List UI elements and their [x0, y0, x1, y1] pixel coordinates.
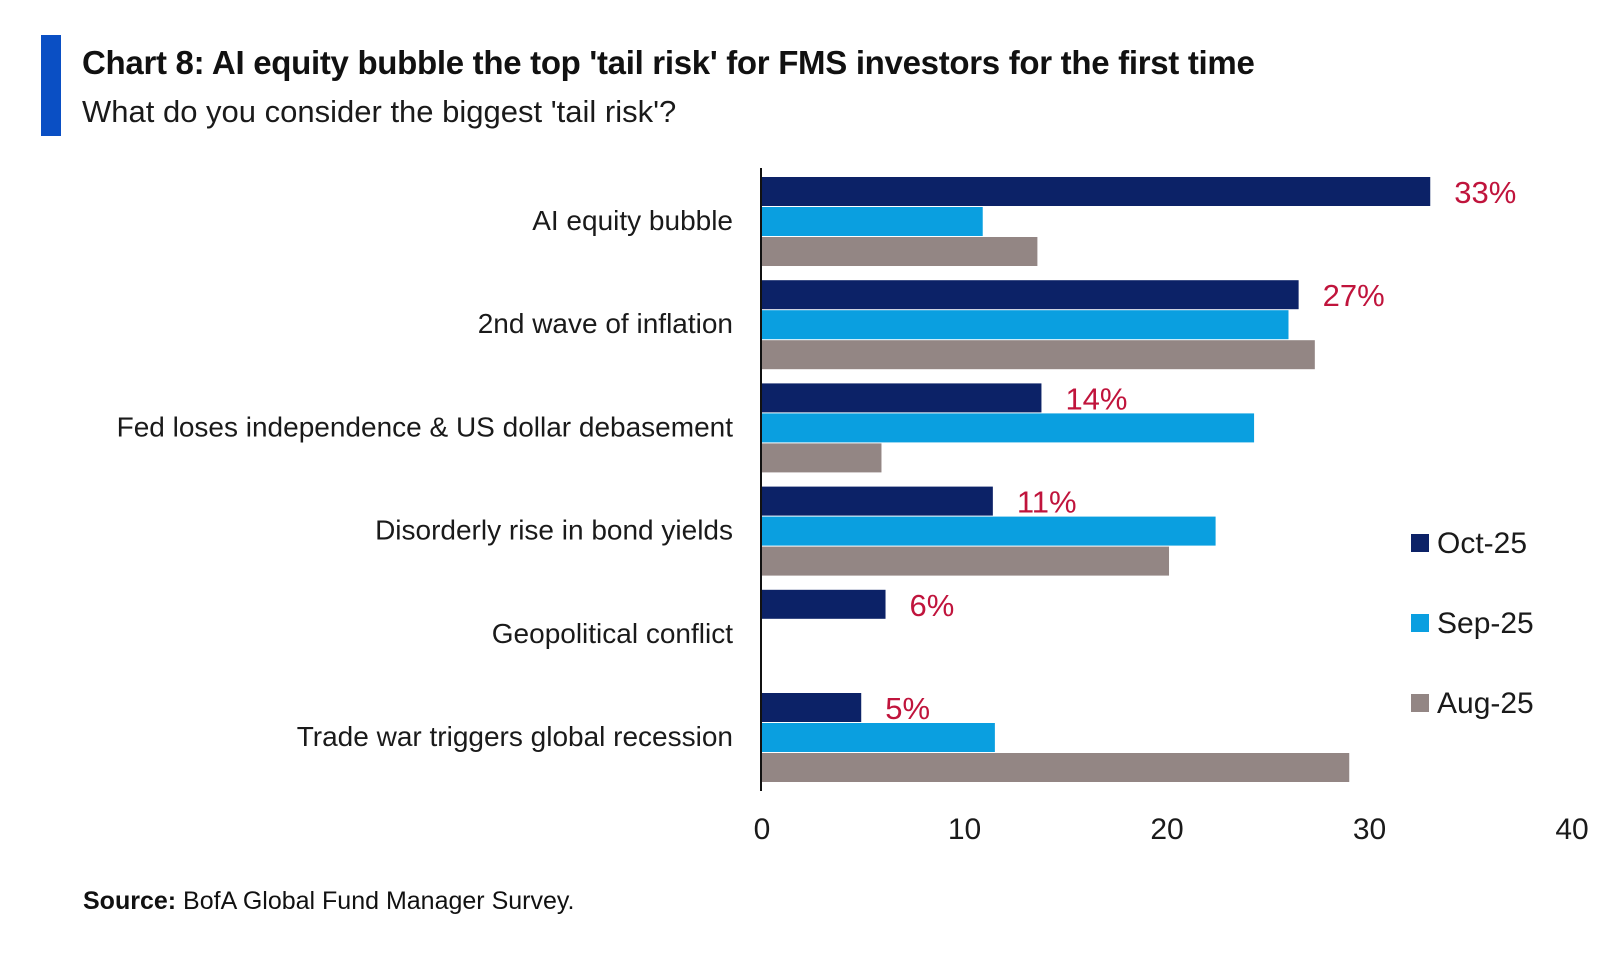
data-label-4: 6%: [910, 588, 955, 623]
legend-swatch-aug-25: [1411, 694, 1429, 712]
bar-aug-25-5: [762, 753, 1350, 782]
x-tick-30: 30: [1353, 813, 1386, 846]
bars-group: [762, 177, 1431, 782]
category-label-1: 2nd wave of inflation: [478, 308, 733, 339]
legend-label-aug-25: Aug-25: [1437, 687, 1534, 720]
chart-title: Chart 8: AI equity bubble the top 'tail …: [82, 44, 1255, 81]
bar-oct-25-2: [762, 383, 1042, 413]
chart-subtitle: What do you consider the biggest 'tail r…: [82, 94, 677, 129]
x-tick-10: 10: [948, 813, 981, 846]
source-label: Source:: [83, 887, 177, 915]
value-labels-group: 33% 27% 14% 11% 6% 5%: [885, 175, 1516, 726]
bar-oct-25-1: [762, 280, 1299, 310]
category-labels-group: AI equity bubble 2nd wave of inflation Fed…: [117, 205, 734, 752]
bar-sep-25-2: [762, 413, 1255, 443]
bar-oct-25-3: [762, 486, 993, 516]
bar-aug-25-1: [762, 340, 1315, 370]
legend-label-sep-25: Sep-25: [1437, 607, 1534, 640]
source-text: BofA Global Fund Manager Survey.: [183, 887, 575, 915]
bar-aug-25-3: [762, 546, 1170, 576]
legend-label-oct-25: Oct-25: [1437, 527, 1527, 560]
category-label-0: AI equity bubble: [532, 205, 733, 236]
bar-oct-25-4: [762, 589, 886, 619]
data-label-5: 5%: [885, 691, 930, 726]
legend-swatch-sep-25: [1411, 614, 1429, 632]
category-label-3: Disorderly rise in bond yields: [375, 515, 733, 546]
data-label-3: 11%: [1017, 485, 1077, 520]
category-label-2: Fed loses independence & US dollar debas…: [117, 411, 734, 442]
legend-swatch-oct-25: [1411, 534, 1429, 552]
data-label-2: 14%: [1065, 381, 1127, 416]
data-label-0: 33%: [1454, 175, 1516, 210]
legend: Oct-25 Sep-25 Aug-25: [1411, 527, 1534, 720]
bar-sep-25-1: [762, 310, 1289, 340]
title-accent-bar: [41, 35, 61, 136]
x-tick-40: 40: [1555, 813, 1588, 846]
bar-sep-25-0: [762, 207, 983, 236]
bar-sep-25-3: [762, 516, 1216, 546]
data-label-1: 27%: [1323, 278, 1385, 313]
bar-sep-25-5: [762, 723, 995, 752]
source-note: Source: BofA Global Fund Manager Survey.: [83, 887, 574, 916]
x-tick-0: 0: [754, 813, 771, 846]
bar-aug-25-0: [762, 237, 1038, 266]
category-label-5: Trade war triggers global recession: [297, 721, 733, 752]
x-tick-labels-group: 0 10 20 30 40: [754, 813, 1589, 846]
category-label-4: Geopolitical conflict: [492, 618, 733, 649]
bar-oct-25-0: [762, 177, 1431, 206]
x-tick-20: 20: [1150, 813, 1183, 846]
bar-aug-25-2: [762, 443, 882, 473]
bar-oct-25-5: [762, 693, 862, 722]
